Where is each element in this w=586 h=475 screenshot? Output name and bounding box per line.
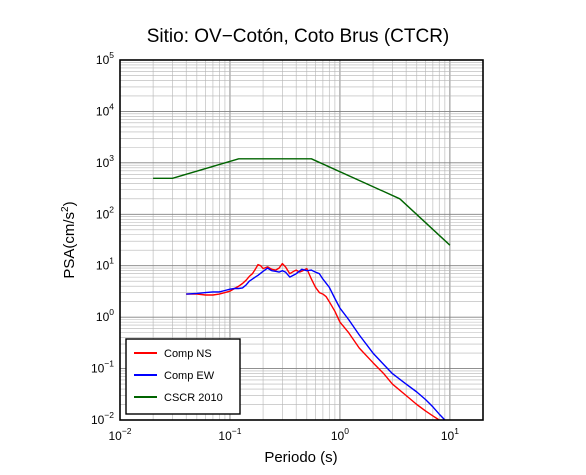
- series-line-2: [186, 267, 446, 420]
- x-tick-label: 101: [441, 426, 459, 443]
- y-tick-label: 101: [96, 256, 114, 273]
- y-tick-label: 105: [96, 50, 114, 67]
- x-tick-label: 10−1: [218, 426, 241, 443]
- chart-title: Sitio: OV−Cotón, Coto Brus (CTCR): [147, 26, 450, 47]
- series-line-1: [186, 262, 441, 420]
- legend-entries: Comp NS Comp EW CSCR 2010: [134, 348, 223, 404]
- plot-frame: [119, 59, 484, 421]
- legend-box: [125, 338, 241, 415]
- series-group: [153, 158, 451, 420]
- y-axis-label: PSA(cm/s2): [60, 201, 78, 278]
- y-tick-label: 102: [96, 204, 114, 221]
- series-line-3: [153, 158, 451, 246]
- legend-label: Comp NS: [164, 348, 212, 360]
- legend: Comp NS Comp EW CSCR 2010: [125, 338, 241, 415]
- y-tick-label: 100: [96, 307, 114, 324]
- grid: [119, 59, 484, 421]
- x-tick-label: 10−2: [108, 426, 131, 443]
- y-tick-label: 104: [96, 101, 114, 118]
- x-tick-labels: 10−2 10−1 100 101: [108, 426, 459, 443]
- x-tick-label: 100: [331, 426, 349, 443]
- x-axis-label: Periodo (s): [264, 449, 337, 466]
- y-tick-labels: 10−2 10−1 100 101 102 103 104 105: [91, 50, 114, 427]
- legend-label: CSCR 2010: [164, 392, 223, 404]
- y-axis-label-sup: 2: [60, 206, 71, 212]
- y-axis-label-suffix: ): [61, 201, 78, 206]
- y-tick-label: 10−1: [91, 359, 114, 376]
- legend-label: Comp EW: [164, 370, 215, 382]
- y-tick-label: 103: [96, 153, 114, 170]
- y-axis-label-prefix: PSA(cm/s: [61, 212, 78, 279]
- y-tick-label: 10−2: [91, 410, 114, 427]
